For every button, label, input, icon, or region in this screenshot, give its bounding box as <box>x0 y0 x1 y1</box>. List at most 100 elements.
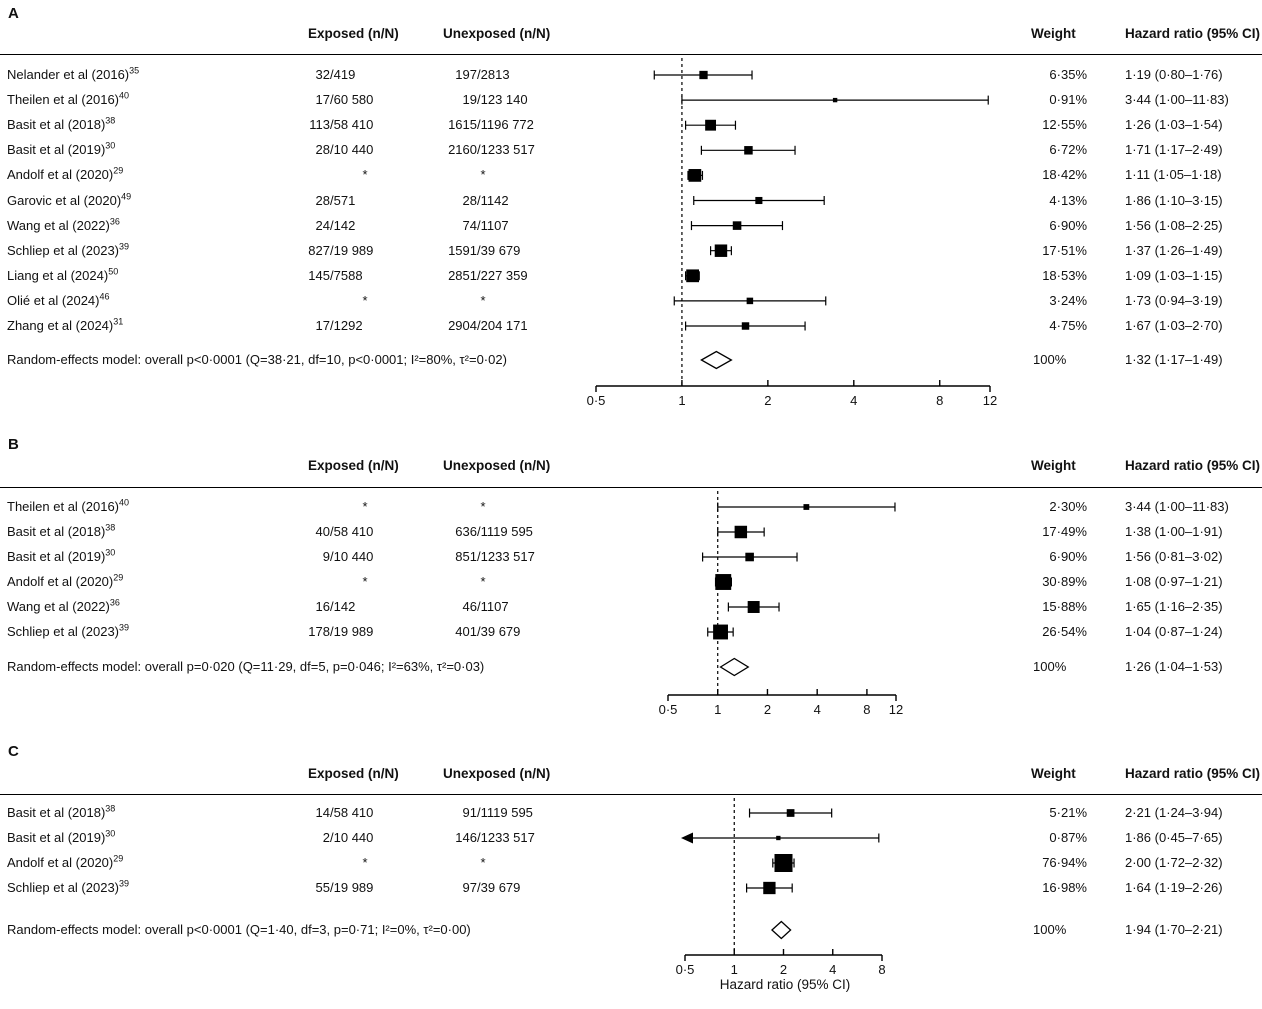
slash: / <box>477 142 481 158</box>
column-header-hazard-ratio: Hazard ratio (95% CI) <box>1125 766 1261 781</box>
slash: / <box>477 92 481 108</box>
column-header-hazard-ratio: Hazard ratio (95% CI) <box>1125 458 1261 473</box>
hazard-ratio-value: 2·00 (1·72–2·32) <box>1125 855 1223 870</box>
study-label: Theilen et al (2016)40 <box>7 90 130 108</box>
table-row: Random-effects model: overall p<0·0001 (… <box>0 918 1262 942</box>
column-header-hazard-ratio: Hazard ratio (95% CI) <box>1125 26 1261 41</box>
random-effects-summary: Random-effects model: overall p<0·0001 (… <box>7 352 507 367</box>
denominator: 19 989 <box>333 880 374 895</box>
numerator: 401 <box>455 624 477 639</box>
study-label: Nelander et al (2016)35 <box>7 65 140 82</box>
hazard-ratio-value: 1·56 (0·81–3·02) <box>1125 549 1223 564</box>
header-divider <box>0 487 1262 488</box>
hazard-ratio-value: 1·67 (1·03–2·70) <box>1125 318 1223 333</box>
unexposed-value: * <box>480 574 486 589</box>
tick-label: 1 <box>678 393 685 408</box>
random-effects-summary: Random-effects model: overall p<0·0001 (… <box>7 922 471 937</box>
weight-value: 0·87% <box>1049 830 1087 845</box>
denominator: 1233 517 <box>480 549 535 564</box>
weight-value: 18·53% <box>1042 267 1087 283</box>
numerator: 145 <box>308 267 330 283</box>
column-header-unexposed: Unexposed (n/N) <box>443 458 551 473</box>
table-row: Garovic et al (2020)49 28/571 28/1142 4·13%… <box>0 189 1262 213</box>
slash: / <box>330 830 334 845</box>
exposed-value: * <box>362 855 368 870</box>
denominator: 10 440 <box>333 549 374 564</box>
unexposed-value: 1591/39 679 <box>380 239 556 263</box>
numerator: 2851 <box>448 267 477 283</box>
reference-number: 39 <box>119 878 130 889</box>
weight-value: 5·21% <box>1049 805 1087 820</box>
hazard-ratio-value: 1·09 (1·03–1·15) <box>1125 267 1223 283</box>
weight-value: 18·42% <box>1042 167 1087 183</box>
numerator: 91 <box>462 805 477 820</box>
unexposed-value: 197/2813 <box>380 63 556 87</box>
numerator: 197 <box>455 67 477 82</box>
study-label: Zhang et al (2024)31 <box>7 316 124 333</box>
denominator: 19 989 <box>333 242 374 258</box>
hazard-ratio-summary: 1·32 (1·17–1·49) <box>1125 352 1223 367</box>
denominator: 1292 <box>333 318 363 333</box>
reference-number: 40 <box>119 90 130 101</box>
table-row: Basit et al (2019)30 2/10 440 146/1233 517… <box>0 826 1262 850</box>
reference-number: 30 <box>105 828 116 839</box>
slash: / <box>477 830 481 845</box>
denominator: 10 440 <box>333 830 374 845</box>
hazard-ratio-value: 1·11 (1·05–1·18) <box>1125 167 1222 183</box>
slash: / <box>477 524 481 539</box>
numerator: 16 <box>315 599 330 614</box>
slash: / <box>330 242 334 258</box>
tick-label: 0·5 <box>659 702 678 717</box>
slash: / <box>477 242 481 258</box>
tick-label: 0·5 <box>587 393 606 408</box>
column-header-unexposed: Unexposed (n/N) <box>443 766 551 781</box>
numerator: 827 <box>308 242 330 258</box>
table-row: Andolf et al (2020)29 * * 18·42% 1·11 (1·05–… <box>0 163 1262 187</box>
weight-total: 100% <box>1033 659 1067 674</box>
reference-number: 36 <box>109 216 120 227</box>
exposed-value: * <box>362 167 368 183</box>
weight-total: 100% <box>1033 352 1067 367</box>
table-row: Basit et al (2019)30 28/10 440 2160/1233 5… <box>0 138 1262 162</box>
tick-label: 12 <box>889 702 903 717</box>
hazard-ratio-value: 1·56 (1·08–2·25) <box>1125 217 1223 233</box>
unexposed-value: * <box>480 167 486 183</box>
table-row: Theilen et al (2016)40 17/60 580 19/123 14… <box>0 88 1262 112</box>
unexposed-value: 146/1233 517 <box>380 826 556 850</box>
numerator: 97 <box>462 880 477 895</box>
x-axis-title: Hazard ratio (95% CI) <box>719 977 851 992</box>
denominator: 1107 <box>480 217 509 233</box>
slash: / <box>477 67 481 82</box>
exposed-value: 24/142 <box>230 214 406 238</box>
denominator: 7588 <box>333 267 363 283</box>
reference-number: 30 <box>105 547 116 558</box>
slash: / <box>330 267 334 283</box>
weight-value: 17·49% <box>1042 524 1087 539</box>
column-header-exposed: Exposed (n/N) <box>308 766 399 781</box>
denominator: 1233 517 <box>480 830 535 845</box>
denominator: 19 989 <box>333 624 374 639</box>
exposed-value: 55/19 989 <box>230 876 406 900</box>
denominator: 1119 595 <box>480 805 533 820</box>
tick-label: 4 <box>814 702 821 717</box>
slash: / <box>330 318 334 333</box>
hazard-ratio-value: 1·86 (1·10–3·15) <box>1125 192 1223 208</box>
tick-label: 0·5 <box>676 962 695 977</box>
tick-label: 2 <box>764 702 771 717</box>
reference-number: 38 <box>105 803 116 814</box>
table-row: Basit et al (2018)38 14/58 410 91/1119 595… <box>0 801 1262 825</box>
study-label: Wang et al (2022)36 <box>7 597 120 614</box>
hazard-ratio-value: 1·26 (1·03–1·54) <box>1125 117 1223 133</box>
unexposed-value: 2160/1233 517 <box>380 138 556 162</box>
denominator: 123 140 <box>480 92 528 108</box>
denominator: 142 <box>333 217 356 233</box>
study-label: Wang et al (2022)36 <box>7 216 120 233</box>
weight-value: 15·88% <box>1042 599 1087 614</box>
exposed-value: 178/19 989 <box>230 620 406 644</box>
table-row: Random-effects model: overall p<0·0001 (… <box>0 348 1262 372</box>
table-row: Basit et al (2019)30 9/10 440 851/1233 517… <box>0 545 1262 569</box>
denominator: 1107 <box>480 599 509 614</box>
table-row: Andolf et al (2020)29 * * 30·89% 1·08 (0·97–… <box>0 570 1262 594</box>
hazard-ratio-value: 1·65 (1·16–2·35) <box>1125 599 1223 614</box>
reference-number: 36 <box>109 597 120 608</box>
